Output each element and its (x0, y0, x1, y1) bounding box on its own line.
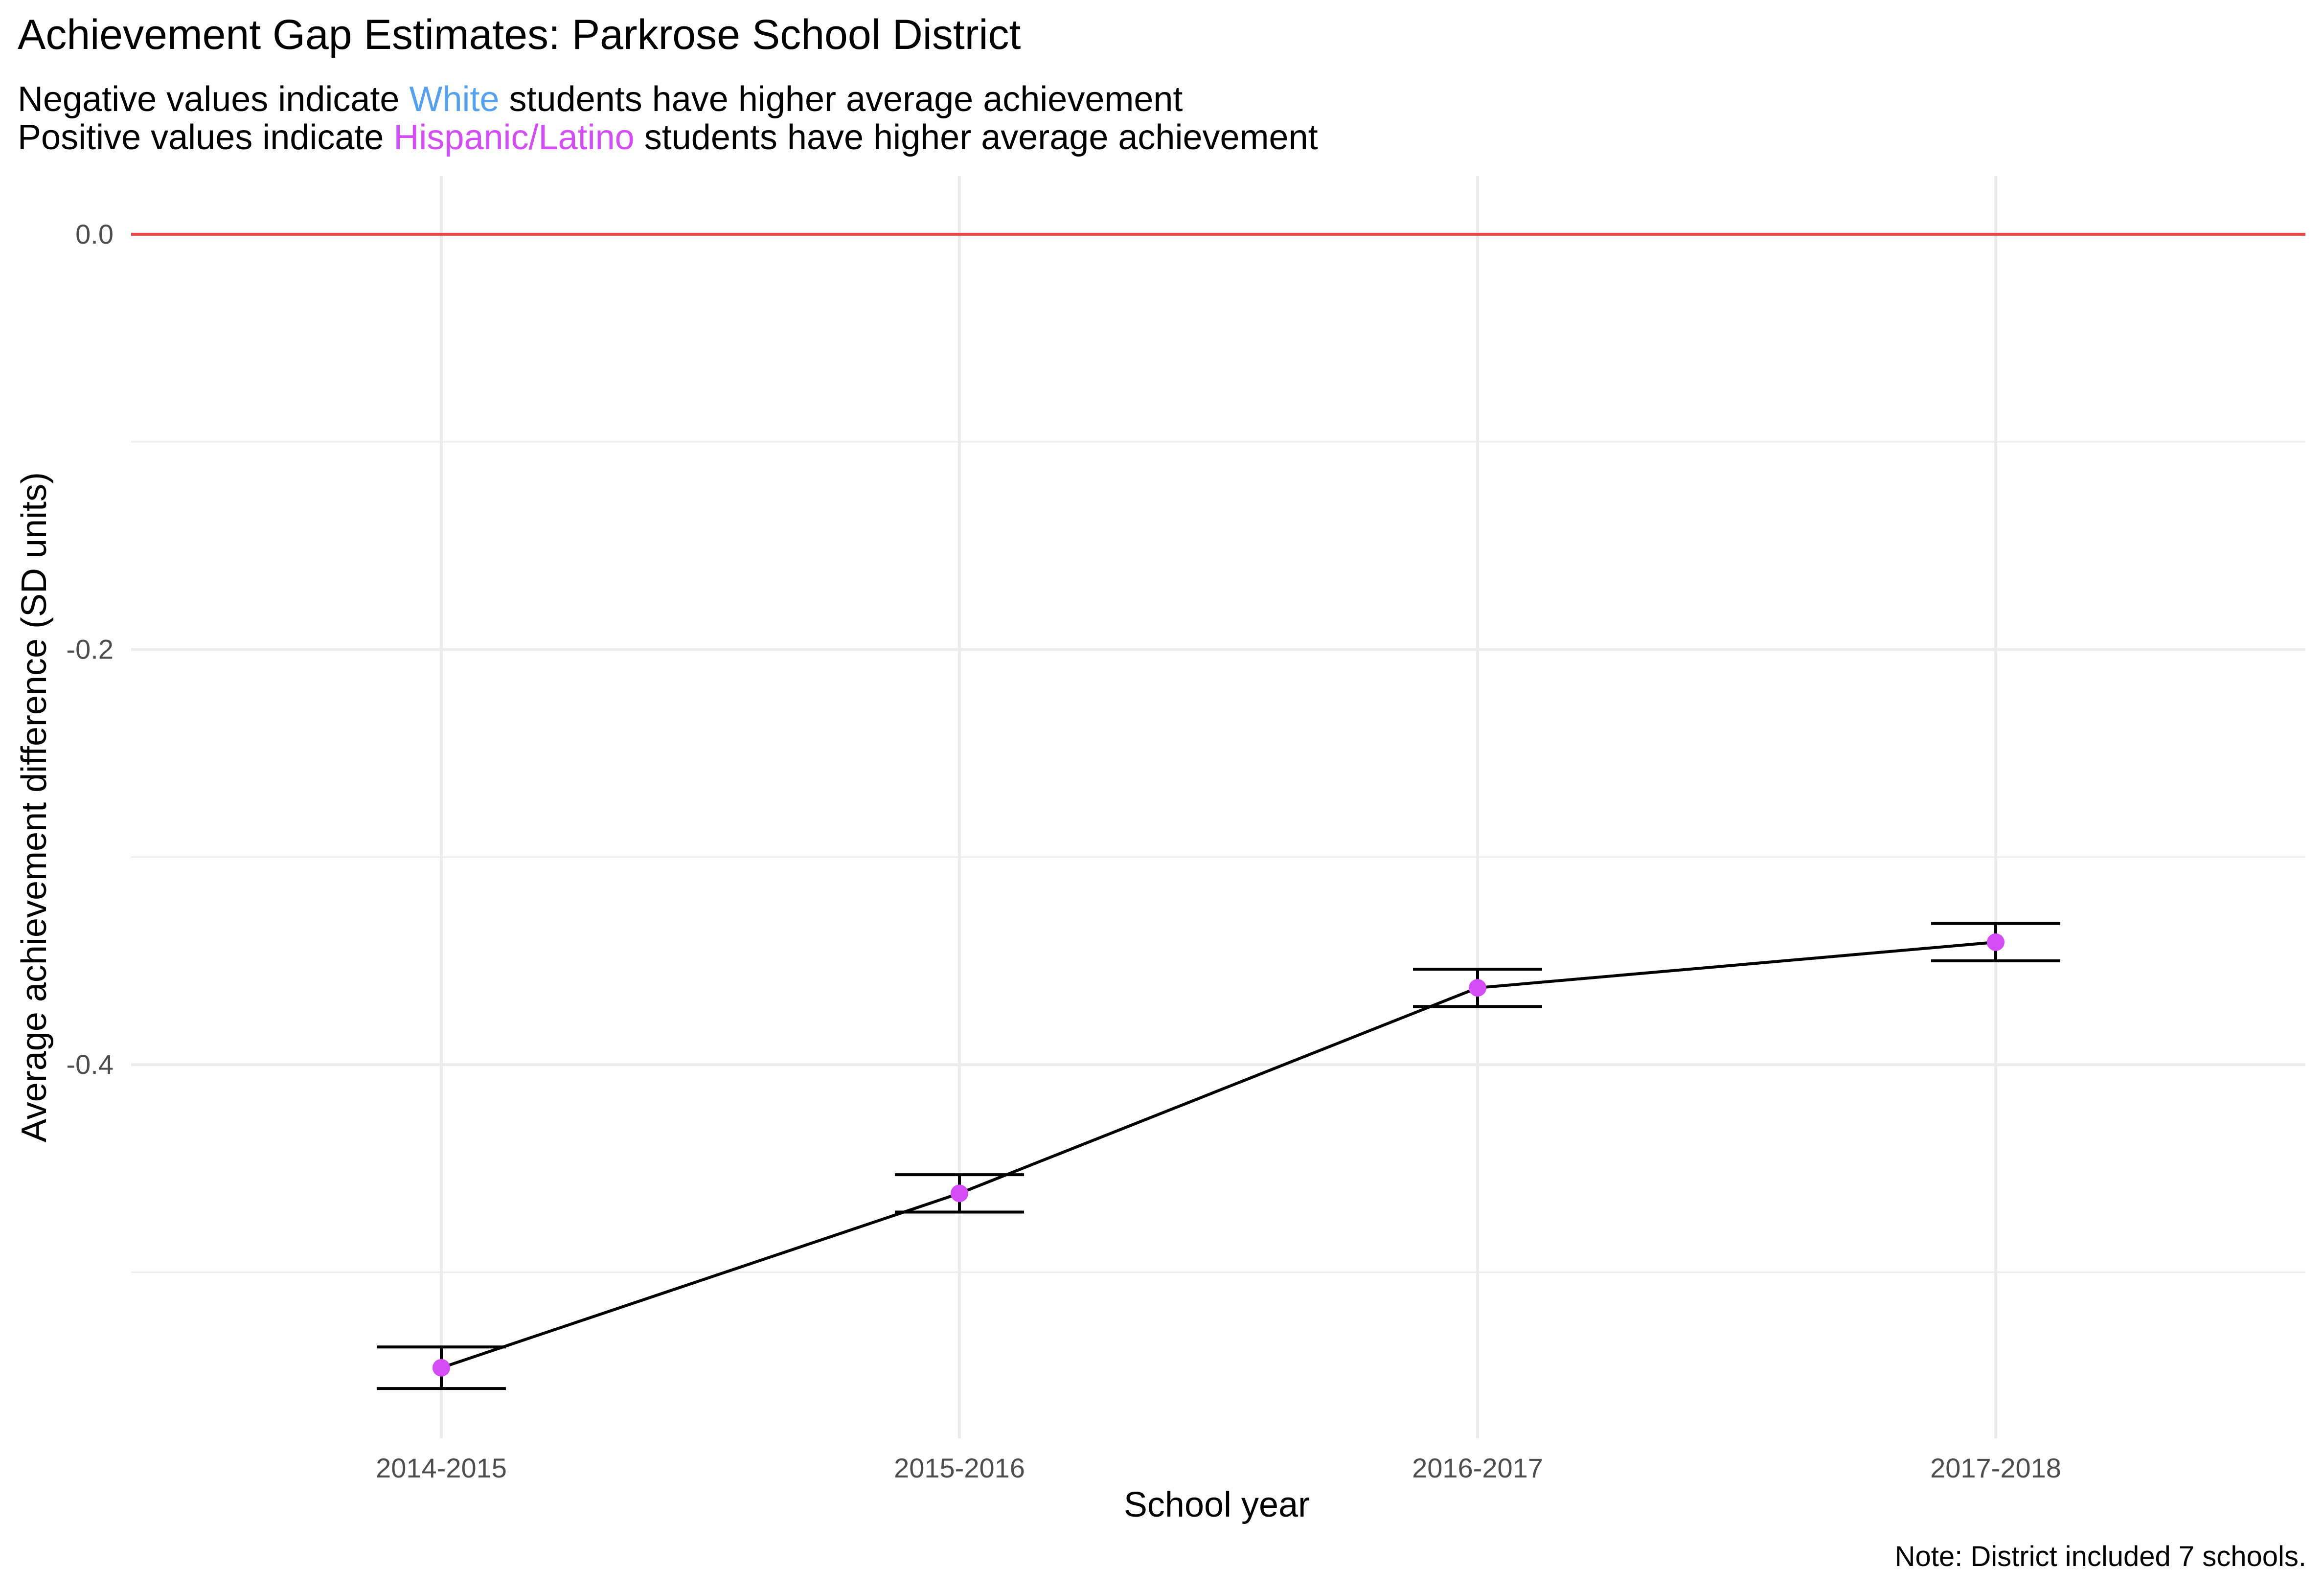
chart-subtitle-line-2: Positive values indicate Hispanic/Latino… (18, 117, 1318, 158)
data-point-0 (433, 1359, 450, 1377)
y-tick-label-0: 0.0 (75, 219, 114, 250)
y-tick-label-1: -0.2 (67, 634, 114, 665)
subtitle-2-before: Positive values indicate (18, 118, 394, 157)
subtitle-1-after: students have higher average achievement (499, 80, 1183, 119)
x-tick-label-1: 2015-2016 (894, 1453, 1025, 1483)
subtitle-2-after: students have higher average achievement (634, 118, 1318, 157)
chart-title: Achievement Gap Estimates: Parkrose Scho… (18, 11, 1021, 58)
x-axis-label: School year (1123, 1485, 1310, 1524)
x-tick-label-3: 2017-2018 (1930, 1453, 2061, 1483)
data-point-2 (1469, 979, 1486, 997)
x-tick-label-2: 2016-2017 (1412, 1453, 1543, 1483)
data-point-1 (951, 1184, 968, 1203)
subtitle-latino-group: Hispanic/Latino (393, 118, 635, 157)
chart-subtitle-line-1: Negative values indicate White students … (18, 79, 1183, 119)
subtitle-1-before: Negative values indicate (18, 80, 410, 119)
y-tick-label-2: -0.4 (67, 1049, 114, 1080)
chart-caption: Note: District included 7 schools. (1894, 1541, 2306, 1572)
data-point-3 (1987, 933, 2005, 951)
y-axis-label: Average achievement difference (SD units… (15, 472, 54, 1143)
series-line (441, 940, 1996, 1369)
x-tick-label-0: 2014-2015 (376, 1453, 507, 1483)
subtitle-white-group: White (409, 80, 500, 119)
